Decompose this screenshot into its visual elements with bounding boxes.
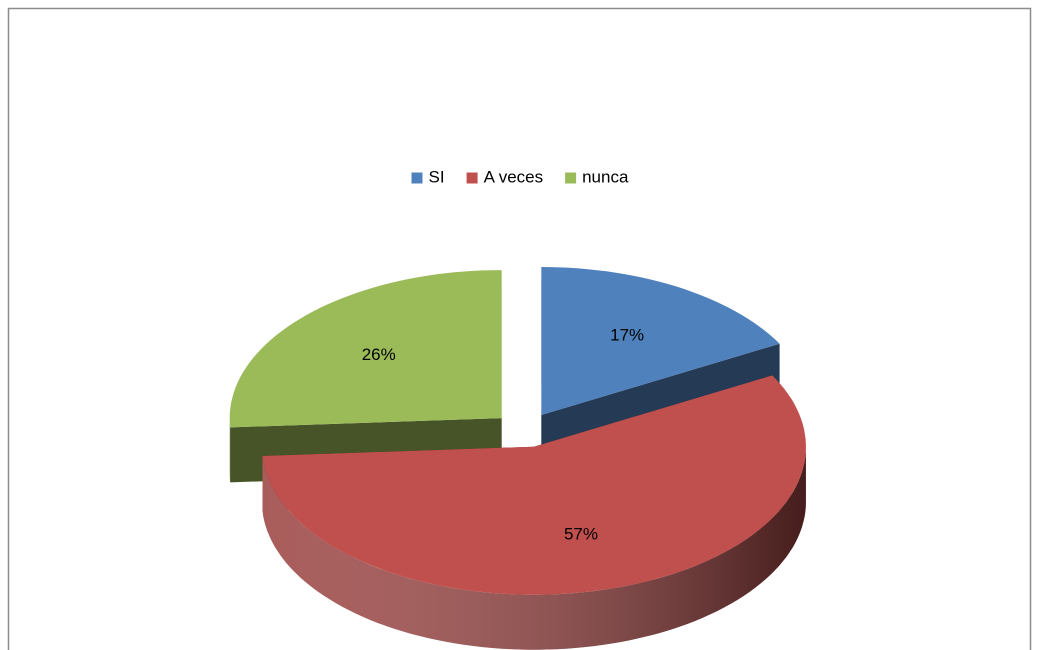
legend-swatch xyxy=(565,172,577,184)
legend-item: SI xyxy=(411,167,445,186)
legend-item: A veces xyxy=(466,167,544,186)
pie-slice xyxy=(262,375,806,650)
legend-label: A veces xyxy=(484,167,544,186)
legend-swatch xyxy=(466,172,478,184)
data-label: 57% xyxy=(564,524,598,543)
slice-top xyxy=(262,375,806,595)
slice-side-shade xyxy=(262,446,806,650)
legend-label: nunca xyxy=(582,167,629,186)
legend: SI A veces nunca xyxy=(411,167,629,186)
slice-side-shade xyxy=(229,418,231,483)
legend-label: SI xyxy=(429,167,445,186)
legend-swatch xyxy=(411,172,423,184)
slice-top xyxy=(229,270,502,428)
data-label: 17% xyxy=(610,326,644,345)
data-label: 26% xyxy=(362,345,396,364)
pie: 17% 26% 57% xyxy=(229,267,806,650)
slice-top xyxy=(541,267,780,415)
legend-item: nunca xyxy=(565,167,629,186)
